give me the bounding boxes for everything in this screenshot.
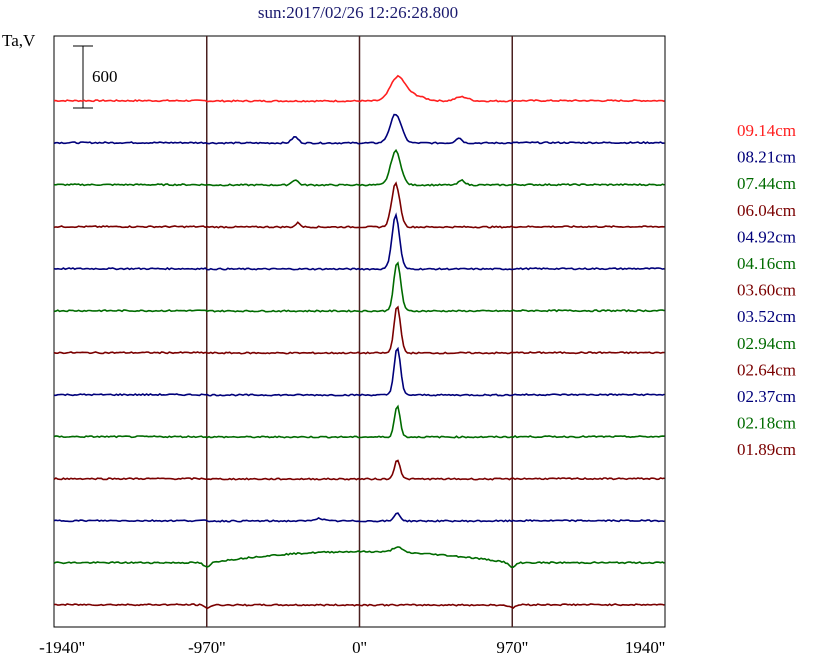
legend-item: 03.60cm [737, 281, 796, 300]
series-line-04.16cm [53, 261, 665, 313]
legend-item: 09.14cm [737, 121, 796, 140]
series-line-06.04cm [53, 181, 665, 229]
legend-item: 02.64cm [737, 360, 796, 379]
series-line-03.52cm [54, 346, 665, 397]
series-line-02.18cm [53, 546, 665, 569]
legend-item: 08.21cm [737, 148, 796, 167]
legend-item: 07.44cm [737, 174, 796, 193]
x-tick-label: 1940'' [625, 638, 665, 657]
legend-item: 01.89cm [737, 440, 796, 459]
legend-item: 04.92cm [737, 227, 796, 246]
series-line-03.60cm [53, 305, 665, 355]
legend-item: 04.16cm [737, 254, 796, 273]
x-tick-label: 0'' [352, 638, 367, 657]
series-line-09.14cm [53, 74, 665, 103]
x-axis-ticks: -1940'' -970'' 0'' 970'' 1940'' [39, 638, 665, 657]
series-line-02.64cm [53, 459, 665, 481]
legend: 09.14cm 08.21cm 07.44cm 06.04cm 04.92cm 04.16… [737, 121, 796, 459]
chart-title: sun:2017/02/26 12:26:28.800 [258, 3, 458, 22]
series-line-02.37cm [53, 512, 665, 523]
scale-bar: 600 [73, 45, 118, 109]
scale-bar-label: 600 [92, 67, 118, 86]
series-line-02.94cm [53, 404, 665, 439]
series-line-07.44cm [53, 148, 665, 187]
x-tick-label: 970'' [496, 638, 528, 657]
series-line-01.89cm [53, 603, 665, 610]
vertical-guides [206, 36, 513, 627]
x-tick-label: -1940'' [39, 638, 85, 657]
series-group [53, 74, 665, 610]
legend-item: 02.37cm [737, 387, 796, 406]
y-unit-label: Ta,V [2, 31, 36, 50]
series-line-04.92cm [53, 212, 665, 271]
legend-item: 02.18cm [737, 414, 796, 433]
legend-item: 02.94cm [737, 334, 796, 353]
legend-item: 03.52cm [737, 307, 796, 326]
legend-item: 06.04cm [737, 201, 796, 220]
series-line-08.21cm [53, 113, 665, 145]
x-tick-label: -970'' [188, 638, 225, 657]
